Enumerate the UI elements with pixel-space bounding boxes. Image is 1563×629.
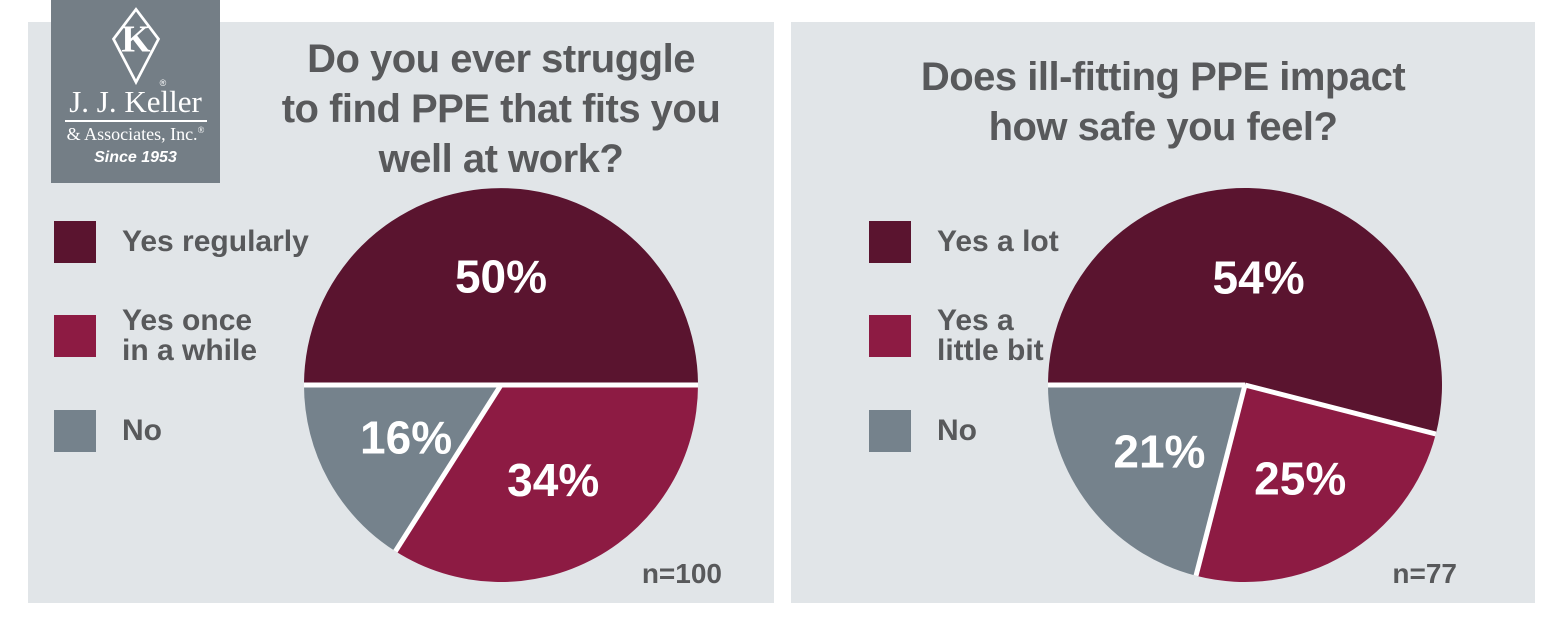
legend-label: Yes regularly (122, 225, 309, 258)
logo-associates-line: & Associates, Inc.® (66, 124, 205, 144)
legend-item-yes-a-lot: Yes a lot (869, 221, 1059, 263)
slice-separator (1244, 382, 1437, 437)
legend-item-no: No (54, 410, 162, 452)
legend-label: No (937, 414, 977, 447)
chart-title-line: well at work? (378, 137, 624, 181)
chart-title: Do you ever struggle to find PPE that fit… (171, 34, 831, 184)
slice-percentage-label: 50% (455, 251, 547, 303)
registered-mark: ® (197, 125, 205, 135)
chart-title: Does ill-fitting PPE impact how safe you … (833, 52, 1493, 152)
legend-item-yes-once-in-a-while: Yes once in a while (54, 306, 257, 366)
pie-slice-yes-a-little-bit (1196, 385, 1436, 582)
slice-percentage-label: 16% (360, 411, 452, 463)
survey-panel-safety-impact: Does ill-fitting PPE impact how safe you … (791, 22, 1535, 603)
slice-percentage-label: 34% (507, 454, 599, 506)
legend-swatch-yes-regularly (54, 221, 96, 263)
legend-item-no: No (869, 410, 977, 452)
legend-swatch-yes-once-in-a-while (54, 315, 96, 357)
legend-swatch-yes-a-little-bit (869, 315, 911, 357)
logo-company-name: J. J. Keller (69, 84, 202, 119)
survey-panel-fit-struggle: Do you ever struggle to find PPE that fit… (28, 22, 774, 603)
pie-chart: 54% 25% 21% (1048, 187, 1442, 582)
legend-swatch-yes-a-lot (869, 221, 911, 263)
chart-title-line: Do you ever struggle (307, 37, 695, 81)
pie-chart: 50% 34% 16% (304, 188, 698, 582)
diamond-k-icon: K ® (111, 7, 166, 88)
legend-swatch-no (869, 410, 911, 452)
svg-text:K: K (121, 19, 151, 61)
legend-label: Yes a lot (937, 225, 1059, 258)
sample-size-label: n=100 (641, 558, 722, 589)
slice-percentage-label: 54% (1213, 252, 1305, 304)
registered-mark: ® (159, 78, 166, 88)
pie-slice-yes-regularly (304, 188, 698, 385)
logo-since-line: Since 1953 (94, 149, 177, 166)
pie-slice-no (304, 385, 501, 552)
legend-label: Yes once in a while (122, 304, 258, 367)
logo-divider (64, 120, 207, 122)
chart-title-line: to find PPE that fits you (281, 87, 721, 131)
pie-slice-no (1048, 385, 1245, 576)
slice-separator (393, 383, 504, 553)
legend-swatch-no (54, 410, 96, 452)
legend-label: Yes a little bit (937, 304, 1044, 367)
legend-label: No (122, 414, 162, 447)
jj-keller-logo: K ® J. J. Keller & Associates, Inc.® Sin… (51, 0, 220, 183)
slice-percentage-label: 21% (1113, 426, 1205, 478)
slice-separator (1193, 384, 1248, 577)
chart-title-line: how safe you feel? (988, 105, 1338, 149)
legend-item-yes-regularly: Yes regularly (54, 221, 309, 263)
chart-title-line: Does ill-fitting PPE impact (920, 55, 1406, 99)
pie-slice-yes-a-lot (1048, 187, 1442, 434)
legend-item-yes-a-little-bit: Yes a little bit (869, 306, 1044, 366)
sample-size-label: n=77 (1392, 558, 1457, 589)
slice-percentage-label: 25% (1254, 452, 1346, 504)
